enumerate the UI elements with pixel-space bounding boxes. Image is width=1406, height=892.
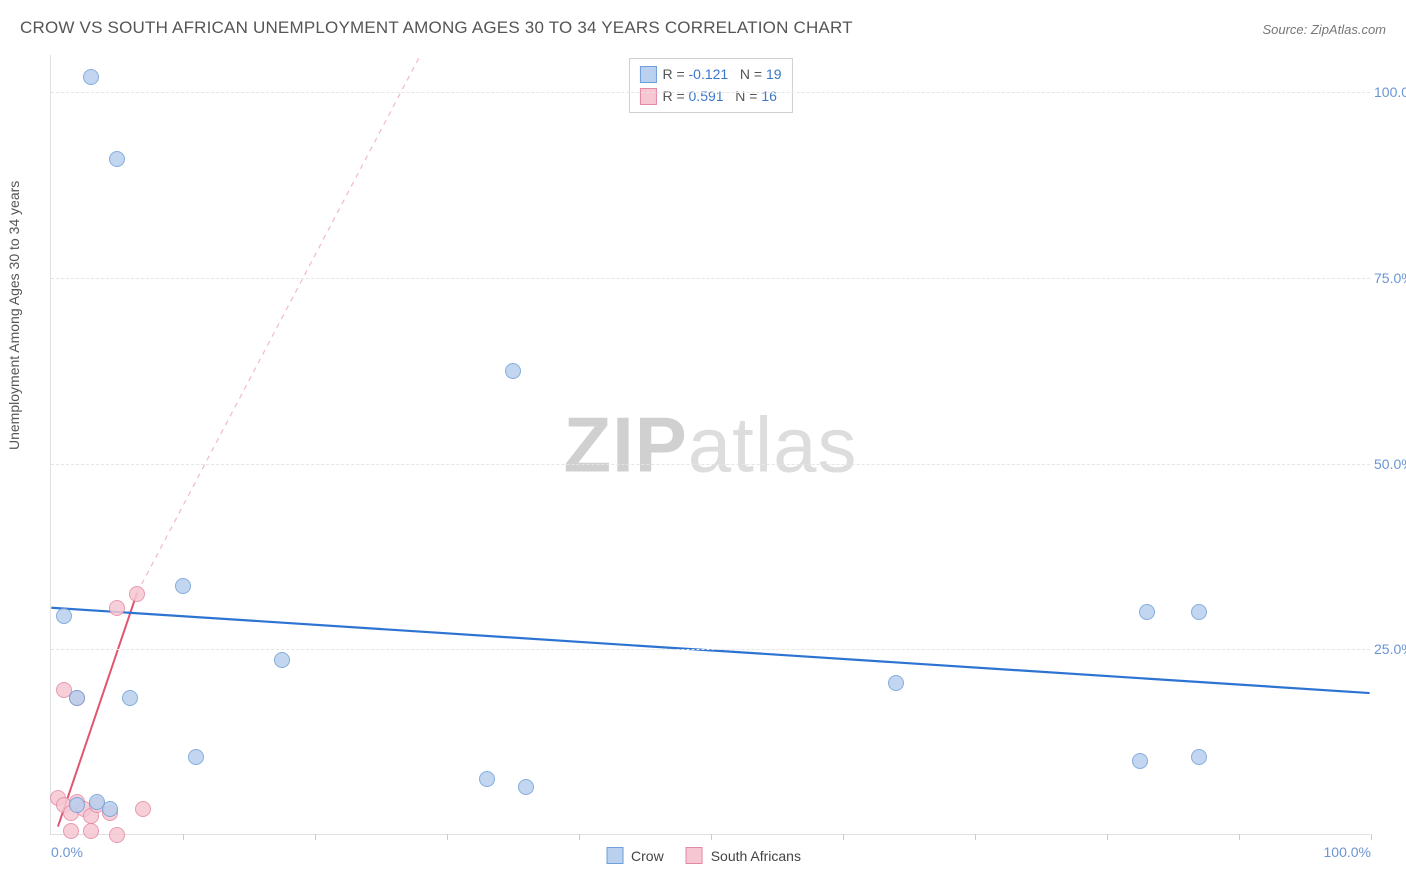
gridline xyxy=(51,92,1370,93)
y-tick-label: 50.0% xyxy=(1374,456,1406,472)
data-point xyxy=(1191,749,1207,765)
legend-swatch xyxy=(686,847,703,864)
watermark: ZIPatlas xyxy=(563,399,857,490)
x-tick xyxy=(579,834,580,840)
legend-swatch xyxy=(639,66,656,83)
x-tick xyxy=(1371,834,1372,840)
data-point xyxy=(1132,753,1148,769)
legend-swatch xyxy=(606,847,623,864)
x-tick xyxy=(1239,834,1240,840)
data-point xyxy=(188,749,204,765)
y-tick-label: 100.0% xyxy=(1374,84,1406,100)
scatter-plot-area: ZIPatlas R = -0.121 N = 19 R = 0.591 N =… xyxy=(50,55,1370,835)
data-point xyxy=(83,823,99,839)
data-point xyxy=(1191,604,1207,620)
x-tick xyxy=(315,834,316,840)
data-point xyxy=(479,771,495,787)
legend-label: Crow xyxy=(631,848,664,864)
gridline xyxy=(51,278,1370,279)
y-tick-label: 75.0% xyxy=(1374,270,1406,286)
chart-title: CROW VS SOUTH AFRICAN UNEMPLOYMENT AMONG… xyxy=(20,18,853,38)
gridline xyxy=(51,649,1370,650)
data-point xyxy=(274,652,290,668)
trend-lines-layer xyxy=(51,55,1370,834)
data-point xyxy=(518,779,534,795)
series-legend: Crow South Africans xyxy=(606,847,815,864)
data-point xyxy=(102,801,118,817)
legend-label: South Africans xyxy=(711,848,801,864)
legend-row: R = 0.591 N = 16 xyxy=(639,85,781,107)
data-point xyxy=(56,608,72,624)
y-tick-label: 25.0% xyxy=(1374,641,1406,657)
x-tick xyxy=(711,834,712,840)
data-point xyxy=(69,690,85,706)
data-point xyxy=(83,69,99,85)
data-point xyxy=(888,675,904,691)
data-point xyxy=(129,586,145,602)
data-point xyxy=(63,823,79,839)
data-point xyxy=(122,690,138,706)
x-tick xyxy=(1107,834,1108,840)
x-tick-label: 100.0% xyxy=(1324,844,1371,860)
x-tick-label: 0.0% xyxy=(51,844,83,860)
x-tick xyxy=(975,834,976,840)
data-point xyxy=(69,797,85,813)
legend-stats: R = 0.591 N = 16 xyxy=(662,85,776,107)
data-point xyxy=(505,363,521,379)
data-point xyxy=(109,151,125,167)
data-point xyxy=(175,578,191,594)
gridline xyxy=(51,464,1370,465)
data-point xyxy=(109,600,125,616)
data-point xyxy=(109,827,125,843)
y-axis-label: Unemployment Among Ages 30 to 34 years xyxy=(6,181,22,450)
data-point xyxy=(1139,604,1155,620)
legend-row: R = -0.121 N = 19 xyxy=(639,63,781,85)
stats-legend: R = -0.121 N = 19 R = 0.591 N = 16 xyxy=(628,58,792,113)
x-tick xyxy=(183,834,184,840)
legend-stats: R = -0.121 N = 19 xyxy=(662,63,781,85)
x-tick xyxy=(447,834,448,840)
source-attribution: Source: ZipAtlas.com xyxy=(1262,22,1386,37)
x-tick xyxy=(843,834,844,840)
data-point xyxy=(135,801,151,817)
legend-swatch xyxy=(639,88,656,105)
